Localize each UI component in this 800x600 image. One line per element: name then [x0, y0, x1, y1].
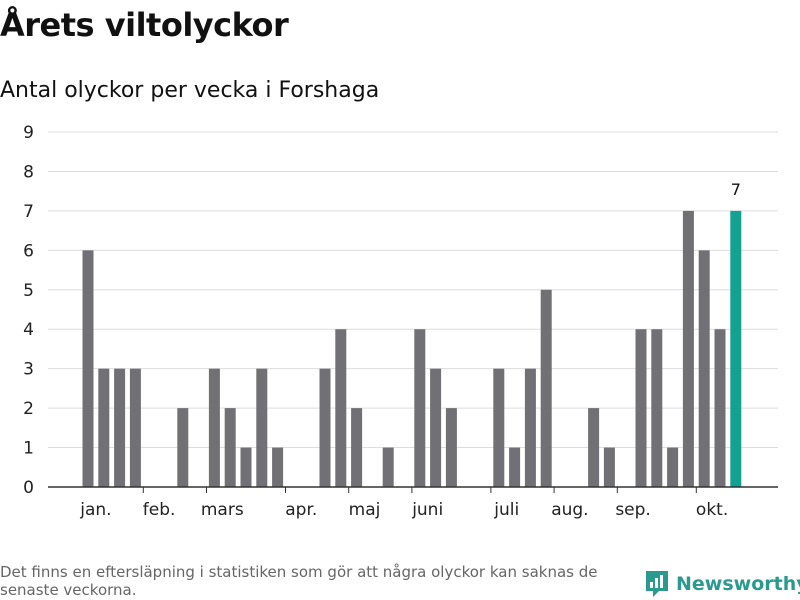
bar [667, 447, 679, 487]
bar [240, 447, 252, 487]
bar [177, 408, 189, 487]
bar [430, 368, 442, 487]
bar [335, 329, 347, 487]
month-label: apr. [285, 500, 317, 520]
y-tick-label: 7 [23, 202, 34, 222]
bar [114, 368, 126, 487]
y-tick-label: 4 [23, 320, 34, 340]
bar [351, 408, 363, 487]
bar [682, 210, 694, 487]
bars [82, 210, 742, 487]
x-axis-ticks [142, 487, 697, 493]
y-tick-label: 0 [23, 478, 34, 498]
footnote: Det finns en eftersläpning i statistiken… [0, 563, 598, 599]
brand-logo: Newsworthy [644, 568, 800, 600]
y-tick-label: 8 [23, 162, 34, 182]
month-label: maj [349, 500, 381, 520]
bar [224, 408, 236, 487]
bar [651, 329, 663, 487]
month-label: mars [201, 500, 244, 520]
bar [524, 368, 536, 487]
bar [319, 368, 331, 487]
data-labels: 7 [731, 180, 741, 199]
y-tick-label: 1 [23, 439, 34, 459]
month-label: feb. [143, 500, 176, 520]
bar [698, 250, 710, 487]
month-labels: jan. feb. mars apr. maj juni juli aug. sep. okt. [79, 500, 728, 520]
bar [588, 408, 600, 487]
chart-subtitle: Antal olyckor per vecka i Forshaga [0, 78, 380, 103]
gridlines [48, 131, 778, 449]
month-label: sep. [615, 500, 651, 520]
bar [129, 368, 141, 487]
bar [414, 329, 426, 487]
bar [208, 368, 220, 487]
month-label: aug. [551, 500, 588, 520]
month-label: juni [411, 500, 443, 520]
bar [635, 329, 647, 487]
brand-name: Newsworthy [676, 573, 800, 595]
bar [272, 447, 284, 487]
month-label: okt. [696, 500, 728, 520]
bar [98, 368, 110, 487]
month-label: juli [493, 500, 519, 520]
month-label: jan. [79, 500, 111, 520]
bar [256, 368, 268, 487]
bar [445, 408, 457, 487]
bar [382, 447, 394, 487]
bar-highlight [730, 210, 742, 487]
bar [714, 329, 726, 487]
bar-value-label: 7 [731, 180, 741, 199]
y-tick-label: 6 [23, 241, 34, 261]
y-axis-ticks: 0 1 2 3 4 5 6 7 8 9 [23, 123, 34, 498]
bar [82, 250, 94, 487]
newsworthy-logo-icon [646, 571, 668, 597]
bar [493, 368, 505, 487]
chart-title: Årets viltolyckor [0, 6, 289, 44]
y-tick-label: 3 [23, 360, 34, 380]
bar [540, 289, 552, 487]
y-tick-label: 5 [23, 281, 34, 301]
y-tick-label: 2 [23, 399, 34, 419]
bar [603, 447, 615, 487]
bar-chart: 0 1 2 3 4 5 6 7 8 9 7 jan. feb. mars apr. maj juni juli… [23, 123, 778, 520]
y-tick-label: 9 [23, 123, 34, 143]
bar [509, 447, 521, 487]
